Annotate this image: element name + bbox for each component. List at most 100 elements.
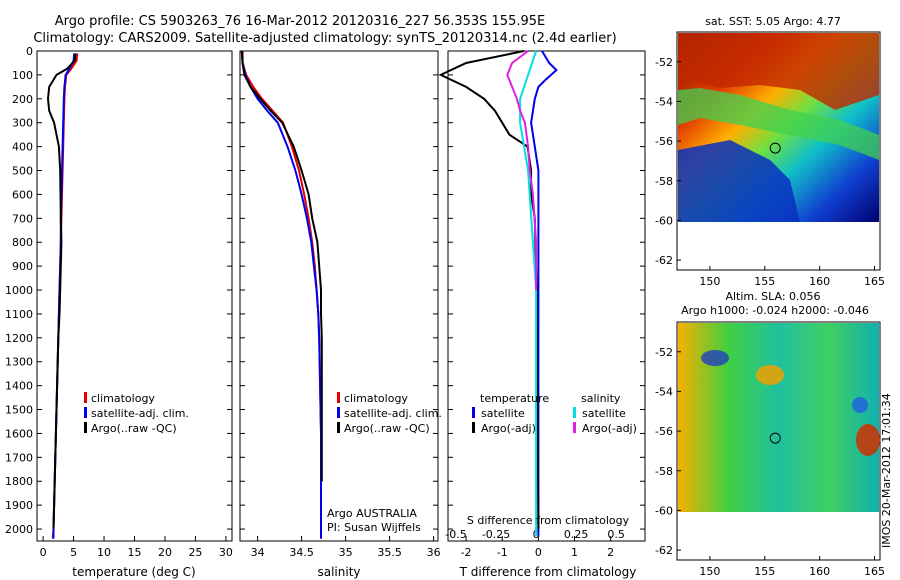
- map-x-tick-label: 150: [699, 275, 720, 288]
- x-tick-label: 34: [251, 546, 265, 559]
- map-y-tick-label: -58: [655, 465, 673, 478]
- map-y-tick-label: -62: [655, 254, 673, 267]
- series-line-climatology: [51, 53, 79, 539]
- x-tick-label: 36: [427, 546, 441, 559]
- legend-title-salinity: salinity: [581, 392, 621, 405]
- difference-panel: -2 -1 0 1 2-0.5 -0.25 0 0.25 0.5 temperature sal…: [438, 50, 646, 579]
- sla-high-eddy: [756, 365, 784, 385]
- x-tick-label: 20: [158, 546, 172, 559]
- legend-swatch-climatology: [337, 392, 340, 403]
- sst-float-marker: [769, 142, 781, 154]
- y-tick-label: 800: [12, 236, 33, 249]
- legend-label-climatology: climatology: [91, 392, 155, 405]
- sst-map: sat. SST: 5.05 Argo: 4.77 150 155 160 165 -5…: [655, 15, 885, 288]
- x-top-tick-label: -0.25: [482, 528, 510, 541]
- map-y-tick-label: -54: [655, 385, 673, 398]
- series-line-temperature-argo-adj-: [438, 50, 540, 530]
- map-y-tick-label: -60: [655, 504, 673, 517]
- y-tick-label: 1400: [5, 380, 33, 393]
- sst-warm-patch: [678, 33, 879, 110]
- y-tick-label: 700: [12, 212, 33, 225]
- x-tick-label: 30: [219, 546, 233, 559]
- map-y-tick-label: -62: [655, 544, 673, 557]
- sla-map-title: Altim. SLA: 0.056: [725, 290, 820, 303]
- y-tick-label: 1600: [5, 427, 33, 440]
- sla-float-marker: [769, 432, 781, 444]
- sst-mid-patch: [678, 88, 879, 160]
- series-line-argo-raw-qc-: [46, 53, 77, 530]
- y-tick-label: 500: [12, 165, 33, 178]
- map-y-tick-label: -54: [655, 95, 673, 108]
- x-tick-label: -1: [497, 546, 508, 559]
- salinity-plot-frame: [239, 50, 439, 542]
- temperature-xlabel: temperature (deg C): [72, 565, 195, 579]
- y-tick-label: 300: [12, 117, 33, 130]
- difference-xlabel: T difference from climatology: [459, 565, 637, 579]
- x-tick-label: 34.5: [289, 546, 314, 559]
- legend-swatch-satellite: [337, 407, 340, 418]
- x-tick-label: 35: [339, 546, 353, 559]
- legend-label-argo: Argo(..raw -QC): [344, 422, 430, 435]
- x-tick-label: 10: [97, 546, 111, 559]
- map-x-tick-label: 165: [864, 565, 885, 578]
- series-line-satellite-adj-clim-: [240, 50, 322, 539]
- y-tick-label: 0: [26, 45, 33, 58]
- map-x-tick-label: 160: [809, 275, 830, 288]
- map-x-tick-label: 150: [699, 565, 720, 578]
- series-line-argo-raw-qc-: [240, 50, 323, 482]
- difference-plot-frame: [447, 50, 646, 542]
- difference-legend: temperature salinity satellite Argo(-adj…: [472, 392, 637, 435]
- temperature-panel: 0 5 10 15 20 25 300100200300400500600700800900…: [5, 45, 233, 579]
- legend-title-temperature: temperature: [480, 392, 549, 405]
- legend-swatch-satellite: [84, 407, 87, 418]
- sla-map: Altim. SLA: 0.056 Argo h1000: -0.024 h20…: [655, 290, 885, 578]
- legend-label-satellite: satellite-adj. clim.: [344, 407, 442, 420]
- y-tick-label: 1000: [5, 284, 33, 297]
- legend-label-temperature-satellite: satellite: [481, 407, 525, 420]
- map-y-tick-label: -58: [655, 175, 673, 188]
- y-tick-label: 400: [12, 141, 33, 154]
- legend-swatch-argo: [84, 422, 87, 433]
- legend-label-satellite: satellite-adj. clim.: [91, 407, 189, 420]
- x-tick-label: 35.5: [377, 546, 402, 559]
- legend-label-salinity-satellite: satellite: [582, 407, 626, 420]
- sla-map-subtitle: Argo h1000: -0.024 h2000: -0.046: [681, 304, 869, 317]
- sla-low-eddy: [701, 350, 729, 366]
- figure-title-line2: Climatology: CARS2009. Satellite-adjuste…: [33, 31, 616, 46]
- legend-label-argo: Argo(..raw -QC): [91, 422, 177, 435]
- legend-swatch-temperature-satellite: [472, 407, 475, 418]
- map-y-tick-label: -56: [655, 425, 673, 438]
- legend-swatch-salinity-satellite: [573, 407, 576, 418]
- x-tick-label: 5: [70, 546, 77, 559]
- y-tick-label: 1100: [5, 308, 33, 321]
- y-tick-label: 900: [12, 260, 33, 273]
- series-line-satellite-adj-clim-: [52, 53, 76, 539]
- map-y-tick-label: -52: [655, 56, 673, 69]
- legend-swatch-temperature-argo: [472, 422, 475, 433]
- difference-xlabel-top: S difference from climatology: [467, 514, 630, 527]
- map-y-tick-label: -60: [655, 214, 673, 227]
- y-tick-label: 600: [12, 188, 33, 201]
- legend-label-temperature-argo: Argo(-adj): [481, 422, 536, 435]
- series-line-salinity-argo-adj-: [506, 50, 538, 290]
- figure-title-line1: Argo profile: CS 5903263_76 16-Mar-2012 …: [55, 14, 545, 29]
- sla-low-eddy-east: [852, 397, 868, 413]
- y-tick-label: 1800: [5, 475, 33, 488]
- y-tick-label: 100: [12, 69, 33, 82]
- x-top-tick-label: -0.5: [445, 528, 466, 541]
- series-line-salinity-satellite: [519, 50, 538, 537]
- x-tick-label: 0: [535, 546, 542, 559]
- x-top-tick-label: 0.25: [564, 528, 589, 541]
- sst-map-title: sat. SST: 5.05 Argo: 4.77: [705, 15, 841, 28]
- salinity-annotation-line1: Argo AUSTRALIA: [327, 507, 417, 520]
- imos-timestamp: IMOS 20-Mar-2012 17:01:34: [880, 393, 893, 548]
- salinity-xlabel: salinity: [317, 565, 360, 579]
- map-x-tick-label: 160: [809, 565, 830, 578]
- temperature-plot-frame: [36, 50, 233, 542]
- legend-swatch-salinity-argo: [573, 422, 576, 433]
- x-tick-label: 15: [128, 546, 142, 559]
- legend-swatch-argo: [337, 422, 340, 433]
- salinity-legend: climatology satellite-adj. clim. Argo(..…: [337, 392, 442, 435]
